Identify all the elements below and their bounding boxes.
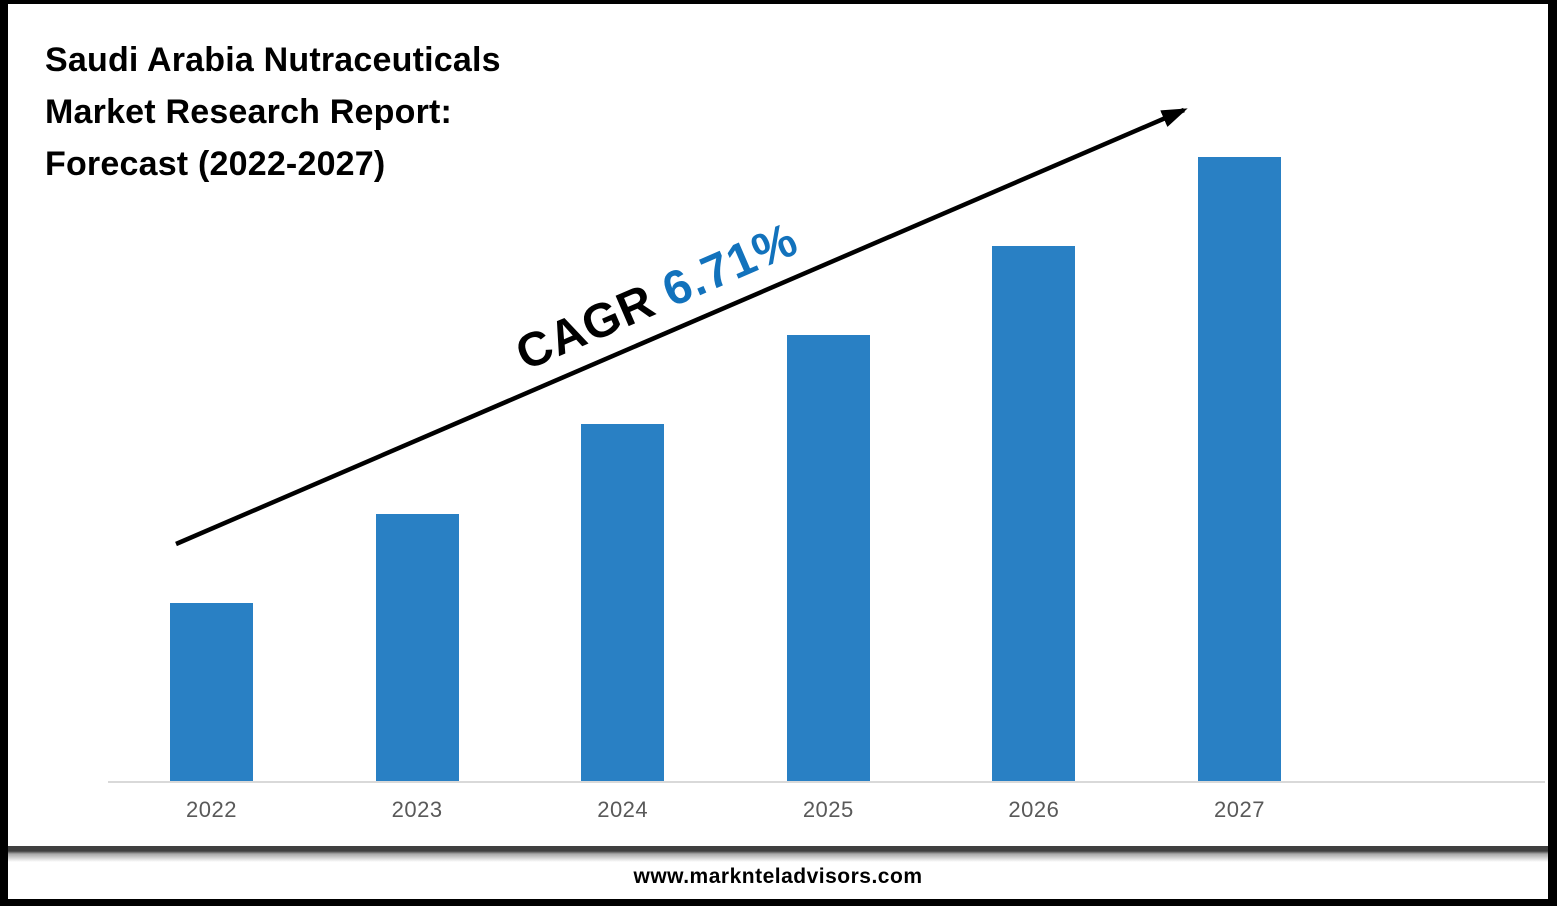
bar-2027 [1198, 157, 1281, 781]
cagr-annotation: CAGR 6.71% [508, 212, 806, 382]
bar-2022 [170, 603, 253, 781]
x-axis-label-2023: 2023 [391, 797, 443, 822]
x-axis-line [108, 781, 1545, 783]
bar-2023 [375, 514, 459, 781]
title-line-3: Forecast (2022-2027) [45, 145, 386, 183]
title-line-2: Market Research Report: [45, 93, 453, 131]
chart-canvas: Saudi Arabia Nutraceuticals Market Resea… [8, 4, 1548, 899]
x-axis-label-2026: 2026 [1008, 797, 1060, 822]
bar-2025 [786, 335, 870, 781]
cagr-value-text: 6.71% [654, 212, 806, 318]
title-line-1: Saudi Arabia Nutraceuticals [45, 41, 501, 79]
x-axis-label-2027: 2027 [1214, 797, 1265, 822]
website-text: www.marknteladvisors.com [633, 865, 923, 888]
x-axis-label-2022: 2022 [186, 797, 237, 822]
x-axis-label-2024: 2024 [597, 797, 649, 822]
bar-2026 [992, 246, 1076, 781]
page-title: Saudi Arabia Nutraceuticals Market Resea… [45, 34, 501, 190]
x-axis-label-2025: 2025 [802, 797, 854, 822]
footer-divider [8, 846, 1548, 863]
cagr-label-text: CAGR [508, 268, 677, 382]
bar-2024 [581, 424, 665, 781]
